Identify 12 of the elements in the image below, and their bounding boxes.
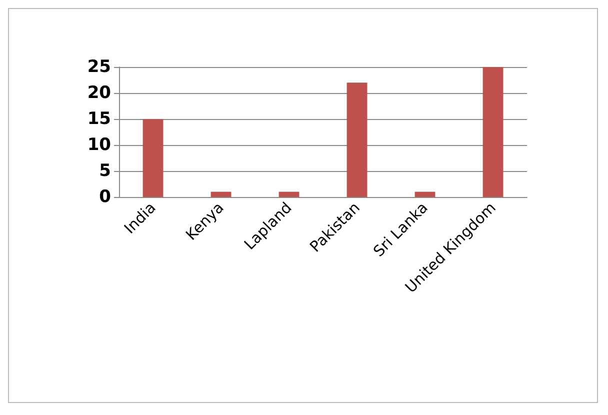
bar <box>482 67 504 197</box>
bar <box>414 192 436 197</box>
y-tick-label: 5 <box>99 161 111 181</box>
y-tick-label: 25 <box>87 57 111 77</box>
bar <box>278 192 300 197</box>
bar <box>346 82 368 197</box>
bar <box>210 192 232 197</box>
y-tick-label: 15 <box>87 109 111 129</box>
y-tick-label: 20 <box>87 83 112 103</box>
y-tick-label: 0 <box>99 187 112 207</box>
bar <box>142 119 164 197</box>
y-tick-label: 10 <box>87 135 112 155</box>
